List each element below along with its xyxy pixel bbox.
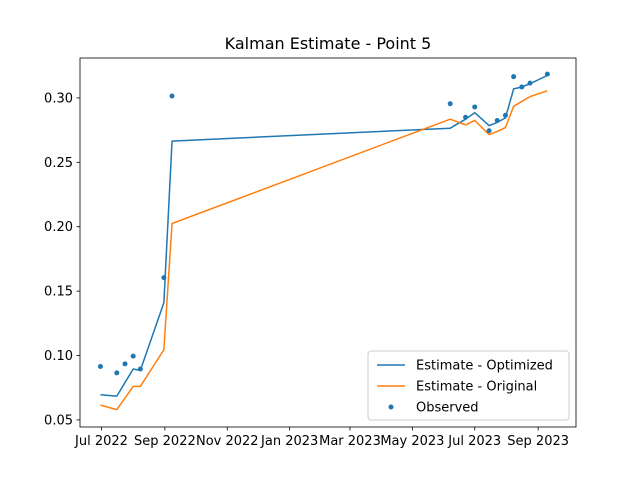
observed-point [502,112,508,118]
x-tick-label: Jan 2023 [260,434,318,449]
y-tick-label: 0.10 [44,349,73,364]
chart-title: Kalman Estimate - Point 5 [225,34,432,53]
y-tick-label: 0.25 [44,156,73,171]
observed-point [463,114,469,120]
observed-point [486,128,492,134]
observed-point [137,366,143,372]
legend-label: Observed [416,401,479,416]
legend: Estimate - Optimized Estimate - Original O… [367,350,570,421]
y-tick-label: 0.15 [44,285,73,300]
x-tick-label: Mar 2023 [319,434,381,449]
x-tick-label: Jul 2022 [74,434,128,449]
x-tick-label: Nov 2022 [196,434,259,449]
series-line-1 [100,90,548,411]
axes-frame [79,57,577,428]
observed-point [494,117,500,123]
observed-point [122,361,128,367]
x-tick-label: Sep 2022 [134,434,196,449]
y-tick-label: 0.20 [44,220,73,235]
legend-box [367,350,570,421]
observed-point [447,101,453,107]
y-tick-label: 0.30 [44,91,73,106]
x-tick-label: Jul 2023 [447,434,501,449]
observed-point [169,93,175,99]
legend-swatch-marker [388,404,394,410]
observed-point [511,74,517,80]
legend-label: Estimate - Original [416,380,537,395]
observed-point [97,363,103,369]
legend-label: Estimate - Optimized [416,359,553,374]
observed-point [519,84,525,90]
x-tick-label: Sep 2023 [507,434,569,449]
plot-area: Jul 2022 Sep 2022 Nov 2022 Jan 2023 Mar 2023… [44,57,577,449]
observed-point [130,353,136,359]
observed-point [472,104,478,110]
x-tick-label: May 2023 [380,434,444,449]
observed-point [544,71,550,77]
observed-point [161,275,167,281]
observed-point [114,370,120,376]
y-tick-label: 0.05 [44,413,73,428]
observed-point [527,80,533,86]
